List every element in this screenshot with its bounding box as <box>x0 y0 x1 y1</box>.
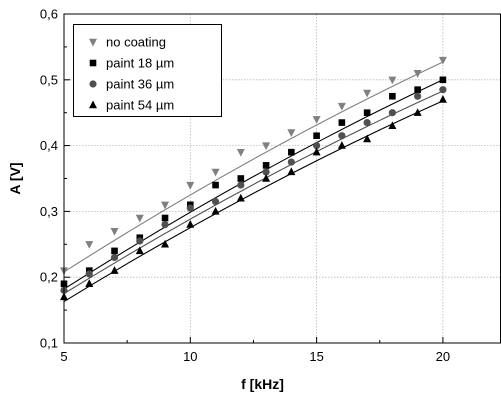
legend-label: no coating <box>106 35 166 50</box>
data-point <box>262 162 270 169</box>
data-point <box>438 56 447 65</box>
data-point <box>212 181 219 189</box>
data-point <box>85 279 94 287</box>
data-point <box>287 158 295 166</box>
data-point <box>288 148 295 156</box>
y-tick-label: 0,3 <box>40 204 58 219</box>
data-point <box>211 197 220 206</box>
data-point <box>363 109 371 116</box>
data-point <box>438 95 447 103</box>
data-point <box>236 193 245 202</box>
data-point <box>262 174 271 182</box>
y-tick-label: 0,2 <box>40 270 58 285</box>
data-point <box>413 70 422 78</box>
y-axis-label: A [V] <box>7 162 23 194</box>
data-point <box>287 167 296 176</box>
data-point <box>110 266 119 274</box>
data-point <box>439 76 447 84</box>
data-point <box>237 181 245 189</box>
data-point <box>110 227 119 236</box>
y-tick-label: 0,6 <box>40 7 58 22</box>
data-point <box>337 141 346 149</box>
data-point <box>313 142 321 150</box>
legend-label: paint 18 µm <box>106 56 174 71</box>
x-tick-label: 15 <box>309 349 323 364</box>
data-point <box>439 86 447 94</box>
data-point <box>111 247 118 255</box>
data-point <box>338 119 346 126</box>
legend-box <box>73 24 222 117</box>
data-point <box>388 109 396 117</box>
data-point <box>186 181 195 190</box>
data-point <box>186 220 195 228</box>
data-point <box>85 241 94 249</box>
data-point <box>312 147 321 156</box>
data-point <box>313 132 320 140</box>
y-tick-label: 0,4 <box>40 138 58 153</box>
data-point <box>211 206 220 215</box>
data-point <box>414 92 422 100</box>
legend-marker <box>89 38 97 47</box>
data-point <box>135 246 144 255</box>
legend-label: paint 36 µm <box>106 77 174 92</box>
data-point <box>287 129 296 137</box>
data-point <box>363 134 372 143</box>
y-tick-label: 0,1 <box>40 336 58 351</box>
data-point <box>135 214 144 223</box>
y-tick-label: 0,5 <box>40 72 58 87</box>
legend: no coating paint 18 µm paint 36 µm paint 54… <box>73 24 222 117</box>
data-point <box>388 76 397 85</box>
data-point <box>161 214 169 222</box>
data-point <box>388 121 397 130</box>
data-point <box>237 175 245 182</box>
data-point <box>110 253 119 262</box>
legend-marker <box>89 59 97 67</box>
data-point <box>338 132 346 140</box>
data-point <box>363 89 372 98</box>
data-point <box>337 102 346 111</box>
data-point <box>85 270 93 278</box>
axis-ticks: 5 10 15 20 0,1 0,2 0,3 0,4 0,5 0,6 <box>40 7 450 365</box>
data-point <box>389 92 396 100</box>
data-point <box>211 168 220 177</box>
data-point <box>161 239 170 248</box>
data-point <box>262 142 271 151</box>
fit-line <box>63 61 444 273</box>
data-point <box>312 116 321 124</box>
x-tick-label: 5 <box>60 349 67 364</box>
data-point <box>161 201 170 210</box>
data-point <box>236 148 245 157</box>
data-markers <box>60 56 447 301</box>
legend-label: paint 54 µm <box>106 98 174 113</box>
fit-line <box>63 100 444 303</box>
legend-marker <box>89 80 97 88</box>
x-axis-label: f [kHz] <box>241 376 284 392</box>
legend-marker <box>89 100 97 109</box>
data-point <box>414 86 421 93</box>
x-tick-label: 10 <box>183 349 197 364</box>
data-point <box>186 204 194 212</box>
data-point <box>262 168 270 176</box>
x-tick-label: 20 <box>436 349 450 364</box>
data-point <box>363 118 371 127</box>
data-point <box>413 108 422 116</box>
data-point <box>161 220 169 229</box>
fit-line <box>63 90 444 295</box>
data-point <box>136 237 144 245</box>
